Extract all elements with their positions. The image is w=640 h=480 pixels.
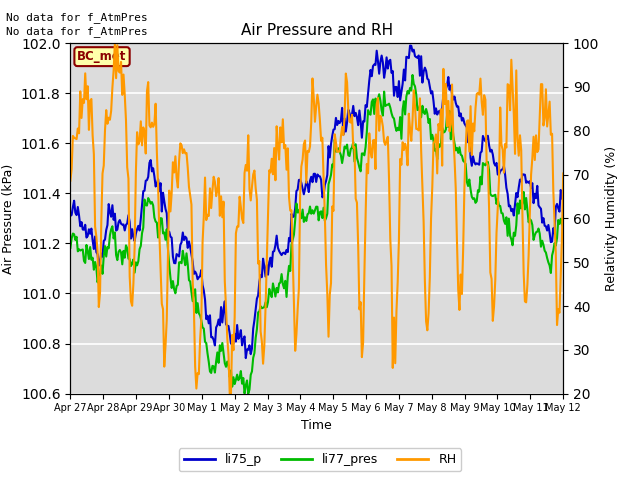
RH: [111, 40, 118, 46]
Text: No data for f_AtmPres: No data for f_AtmPres: [6, 12, 148, 23]
RH: [127, 299, 135, 304]
li75_p: [378, 53, 385, 59]
li75_p: [67, 213, 74, 219]
RH: [264, 213, 272, 218]
li77_pres: [244, 391, 252, 396]
Line: RH: RH: [70, 43, 563, 394]
li77_pres: [425, 120, 433, 126]
Y-axis label: Air Pressure (kPa): Air Pressure (kPa): [3, 163, 15, 274]
Y-axis label: Relativity Humidity (%): Relativity Humidity (%): [605, 146, 618, 291]
RH: [226, 391, 234, 396]
li75_p: [425, 77, 433, 83]
Line: li77_pres: li77_pres: [70, 75, 563, 394]
RH: [425, 311, 433, 316]
li77_pres: [559, 224, 567, 230]
li77_pres: [263, 304, 271, 310]
li75_p: [227, 341, 235, 347]
li77_pres: [227, 368, 235, 373]
li75_p: [242, 355, 250, 361]
li75_p: [406, 43, 414, 48]
Legend: li75_p, li77_pres, RH: li75_p, li77_pres, RH: [179, 448, 461, 471]
li75_p: [263, 262, 271, 268]
li77_pres: [378, 108, 385, 113]
li77_pres: [409, 72, 417, 78]
RH: [428, 216, 435, 222]
Text: No data for f_AtmPres: No data for f_AtmPres: [6, 26, 148, 37]
RH: [67, 178, 74, 183]
RH: [230, 348, 237, 353]
Text: BC_met: BC_met: [77, 50, 127, 63]
li75_p: [428, 91, 435, 96]
Title: Air Pressure and RH: Air Pressure and RH: [241, 23, 393, 38]
RH: [559, 170, 567, 176]
RH: [379, 124, 387, 130]
Line: li75_p: li75_p: [70, 46, 563, 358]
X-axis label: Time: Time: [301, 419, 332, 432]
li77_pres: [428, 136, 435, 142]
li75_p: [126, 219, 134, 225]
li77_pres: [126, 256, 134, 262]
li75_p: [559, 189, 567, 194]
li77_pres: [67, 245, 74, 251]
